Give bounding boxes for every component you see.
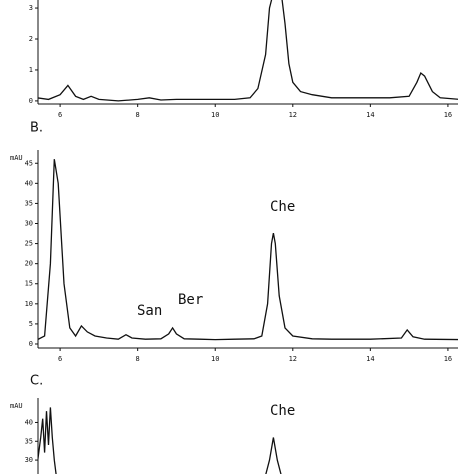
y-tick-label: 35 bbox=[25, 199, 33, 207]
x-tick-label: 14 bbox=[366, 111, 374, 119]
y-tick-label: 3 bbox=[29, 4, 33, 12]
peak-annotation: Che bbox=[270, 199, 295, 215]
y-axis-label: mAU bbox=[10, 154, 23, 162]
y-tick-label: 25 bbox=[25, 240, 33, 248]
trace bbox=[38, 407, 282, 474]
y-tick-label: 5 bbox=[29, 320, 33, 328]
y-tick-label: 40 bbox=[25, 179, 33, 187]
y-tick-label: 15 bbox=[25, 280, 33, 288]
x-tick-label: 8 bbox=[136, 111, 140, 119]
y-tick-label: 1 bbox=[29, 66, 33, 74]
x-tick-label: 10 bbox=[211, 355, 219, 363]
y-tick-label: 40 bbox=[25, 418, 33, 426]
y-tick-label: 0 bbox=[29, 340, 33, 348]
peak-annotation: Ber bbox=[178, 292, 203, 308]
trace bbox=[38, 159, 458, 341]
x-tick-label: 8 bbox=[136, 355, 140, 363]
y-tick-label: 35 bbox=[25, 437, 33, 445]
y-tick-label: 20 bbox=[25, 260, 33, 268]
y-tick-label: 30 bbox=[25, 456, 33, 464]
x-tick-label: 12 bbox=[289, 355, 297, 363]
peak-annotation: Che bbox=[270, 403, 295, 419]
panel-label: C. bbox=[30, 374, 43, 389]
peak-annotation: San bbox=[137, 303, 162, 319]
x-tick-label: 6 bbox=[58, 355, 62, 363]
trace bbox=[38, 0, 458, 102]
x-tick-label: 16 bbox=[444, 355, 452, 363]
panel-label: B. bbox=[30, 121, 43, 136]
y-tick-label: 0 bbox=[29, 97, 33, 105]
y-tick-label: 30 bbox=[25, 219, 33, 227]
y-tick-label: 2 bbox=[29, 35, 33, 43]
y-axis-label: mAU bbox=[10, 402, 23, 410]
x-tick-label: 14 bbox=[366, 355, 374, 363]
x-tick-label: 6 bbox=[58, 111, 62, 119]
x-tick-label: 12 bbox=[289, 111, 297, 119]
x-tick-label: 10 bbox=[211, 111, 219, 119]
x-tick-label: 16 bbox=[444, 111, 452, 119]
y-tick-label: 45 bbox=[25, 159, 33, 167]
y-tick-label: 10 bbox=[25, 300, 33, 308]
